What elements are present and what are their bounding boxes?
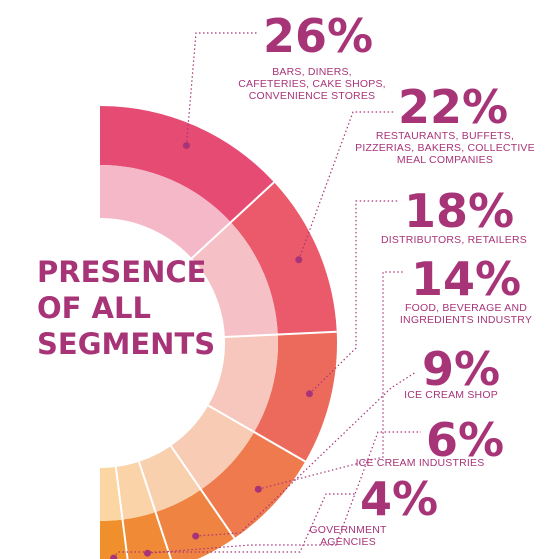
slice-separator <box>224 330 337 339</box>
slice-separator <box>170 445 236 539</box>
slice-inner-2 <box>191 222 278 338</box>
slice-inner-6 <box>115 461 156 520</box>
leader-line-2 <box>298 111 395 260</box>
title-line-3: SEGMENTS <box>37 327 215 361</box>
value-label-7: 4% <box>360 472 438 526</box>
slice-separator <box>114 466 129 559</box>
slice-inner-1 <box>100 165 231 259</box>
slice-separator <box>138 461 172 559</box>
value-label-5: 9% <box>422 342 500 396</box>
segment-label-7: GOVERNMENT AGENCIES <box>309 524 387 548</box>
slice-outer-2 <box>230 182 337 335</box>
value-label-3: 18% <box>404 184 514 238</box>
leader-dot-6 <box>143 549 151 557</box>
segment-label-2: RESTAURANTS, BUFFETS, PIZZERIAS, BAKERS, … <box>355 130 535 166</box>
leaders-group <box>110 32 421 559</box>
leader-line-4 <box>258 271 405 490</box>
slice-outer-1 <box>100 106 275 223</box>
chart-title: PRESENCE OF ALL SEGMENTS <box>37 255 217 361</box>
segment-label-4: FOOD, BEVERAGE AND INGREDIENTS INDUSTRY <box>400 302 532 326</box>
value-label-2: 22% <box>398 80 508 134</box>
value-label-1: 26% <box>263 9 373 63</box>
title-line-1: PRESENCE <box>37 255 206 289</box>
slice-outer-4 <box>200 432 306 539</box>
slice-inner-4 <box>170 405 255 490</box>
segment-label-6: ICE CREAM INDUSTRIES <box>356 457 485 469</box>
slice-inner-5 <box>139 445 201 513</box>
slice-outer-7 <box>100 519 128 559</box>
labels-group: 26%BARS, DINERS, CAFETERIES, CAKE SHOPS, C… <box>238 9 535 548</box>
slice-separator <box>207 404 306 463</box>
slice-outer-3 <box>254 331 337 462</box>
leader-line-7 <box>113 493 356 559</box>
value-label-4: 14% <box>411 252 521 306</box>
leader-dot-2 <box>295 256 303 264</box>
slice-outer-5 <box>155 489 235 559</box>
segment-label-5: ICE CREAM SHOP <box>404 389 498 401</box>
slices-group <box>100 106 337 559</box>
leader-dot-4 <box>254 485 262 493</box>
leader-line-3 <box>309 200 399 395</box>
leader-line-5 <box>195 371 417 537</box>
leader-dot-3 <box>305 390 313 398</box>
leader-dot-7 <box>110 554 118 559</box>
slice-separator <box>191 181 275 259</box>
title-line-2: OF ALL <box>37 291 151 325</box>
leader-dot-5 <box>192 532 200 540</box>
leader-line-1 <box>185 32 258 146</box>
segment-label-3: DISTRIBUTORS, RETAILERS <box>381 234 527 246</box>
leader-dot-1 <box>182 142 190 150</box>
value-label-6: 6% <box>426 413 504 467</box>
leader-line-6 <box>147 431 421 554</box>
segment-label-1: BARS, DINERS, CAFETERIES, CAKE SHOPS, CONV… <box>238 66 386 102</box>
slice-inner-3 <box>208 334 278 432</box>
